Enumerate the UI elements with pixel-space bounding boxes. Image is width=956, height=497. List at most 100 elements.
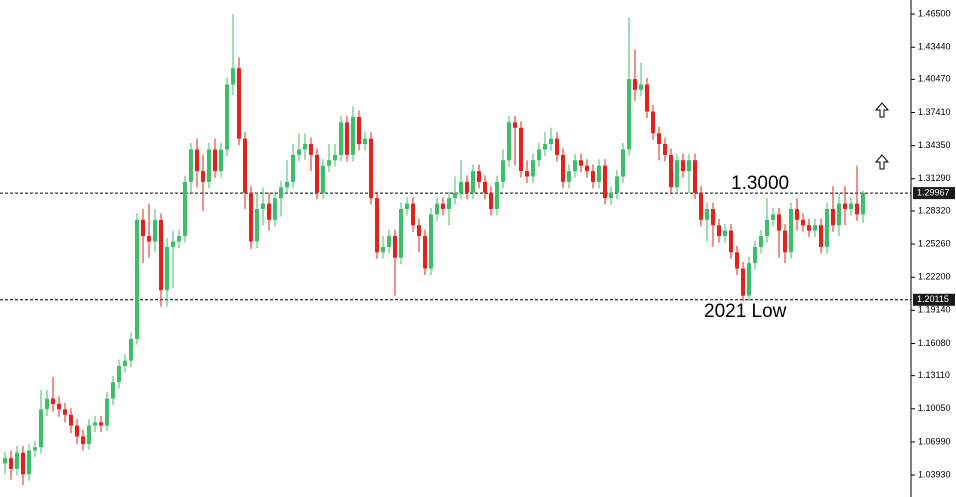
candle-body bbox=[375, 198, 379, 253]
arrow-icon bbox=[874, 154, 890, 170]
candle-body bbox=[15, 452, 19, 469]
candle-body bbox=[417, 225, 421, 237]
candle-body bbox=[141, 219, 145, 237]
candle-body bbox=[117, 366, 121, 383]
candle-body bbox=[21, 452, 25, 475]
candle-body bbox=[351, 116, 355, 155]
candle-body bbox=[165, 246, 169, 291]
level-box bbox=[913, 293, 955, 306]
candle-body bbox=[705, 208, 709, 220]
candle-body bbox=[315, 154, 319, 193]
y-tick-label: 1.31290 bbox=[918, 173, 951, 183]
candle-body bbox=[513, 122, 517, 128]
y-tick-label: 1.46500 bbox=[918, 8, 951, 18]
candle-body bbox=[249, 192, 253, 242]
candle-body bbox=[75, 425, 79, 437]
candle-body bbox=[819, 225, 823, 247]
candle-body bbox=[435, 203, 439, 215]
candle-body bbox=[633, 79, 637, 90]
y-tick-label: 1.10050 bbox=[918, 403, 951, 413]
candle-body bbox=[627, 79, 631, 150]
candle-body bbox=[591, 171, 595, 182]
candle-body bbox=[723, 230, 727, 237]
candle-body bbox=[153, 219, 157, 242]
candle-body bbox=[57, 403, 61, 410]
y-tick-label: 1.40470 bbox=[918, 74, 951, 84]
candle-body bbox=[93, 422, 97, 426]
candle-body bbox=[561, 154, 565, 182]
candle-body bbox=[327, 160, 331, 166]
candle-body bbox=[783, 230, 787, 253]
candle-body bbox=[405, 203, 409, 209]
level-label: 1.20115 bbox=[917, 294, 949, 304]
candle-body bbox=[735, 252, 739, 269]
candle-body bbox=[225, 84, 229, 150]
candle-body bbox=[471, 171, 475, 193]
candle-body bbox=[399, 208, 403, 258]
level-label: 1.29967 bbox=[917, 187, 950, 197]
candle-body bbox=[39, 409, 43, 448]
candle-body bbox=[423, 236, 427, 269]
candle-body bbox=[675, 160, 679, 188]
candle-body bbox=[789, 208, 793, 253]
candle-body bbox=[663, 144, 667, 155]
candle-body bbox=[207, 149, 211, 182]
candle-body bbox=[465, 181, 469, 193]
y-tick-label: 1.43440 bbox=[918, 42, 951, 52]
candle-body bbox=[291, 154, 295, 182]
candle-body bbox=[693, 160, 697, 193]
candle-body bbox=[531, 160, 535, 177]
candle-body bbox=[597, 165, 601, 182]
candle-body bbox=[369, 138, 373, 199]
candle-body bbox=[111, 382, 115, 399]
y-tick-label: 1.37410 bbox=[918, 107, 951, 117]
candle-body bbox=[861, 193, 865, 215]
candle-body bbox=[711, 208, 715, 226]
candle-body bbox=[573, 160, 577, 172]
candle-body bbox=[501, 160, 505, 182]
candle-body bbox=[645, 84, 649, 112]
candle-body bbox=[81, 436, 85, 444]
level-box bbox=[913, 187, 955, 200]
candle-body bbox=[567, 171, 571, 182]
candle-body bbox=[171, 241, 175, 247]
candle-body bbox=[807, 225, 811, 231]
y-tick-label: 1.28320 bbox=[918, 205, 951, 215]
candle-body bbox=[363, 138, 367, 145]
candle-body bbox=[279, 187, 283, 199]
candle-body bbox=[303, 144, 307, 150]
candle-body bbox=[609, 192, 613, 199]
candle-body bbox=[615, 176, 619, 193]
candle-body bbox=[297, 149, 301, 155]
candle-body bbox=[33, 447, 37, 451]
candle-body bbox=[219, 149, 223, 172]
candle-body bbox=[579, 160, 583, 166]
candle-body bbox=[453, 192, 457, 199]
candle-body bbox=[285, 181, 289, 188]
candle-body bbox=[717, 225, 721, 237]
candle-body bbox=[825, 208, 829, 247]
candle-body bbox=[855, 203, 859, 215]
candle-body bbox=[63, 409, 67, 415]
candle-body bbox=[585, 165, 589, 172]
candle-body bbox=[387, 236, 391, 247]
candle-body bbox=[231, 68, 235, 85]
candle-body bbox=[837, 203, 841, 226]
candle-body bbox=[537, 149, 541, 161]
candle-body bbox=[765, 219, 769, 237]
candle-body bbox=[147, 236, 151, 242]
y-tick-label: 1.16080 bbox=[918, 338, 951, 348]
candle-body bbox=[507, 122, 511, 161]
candle-body bbox=[699, 192, 703, 220]
candle-body bbox=[621, 149, 625, 177]
candle-body bbox=[87, 425, 91, 444]
candle-body bbox=[123, 360, 127, 367]
y-tick-label: 1.34350 bbox=[918, 140, 951, 150]
candle-body bbox=[9, 458, 13, 469]
candle-body bbox=[729, 230, 733, 253]
candle-body bbox=[525, 171, 529, 177]
candle-body bbox=[651, 111, 655, 134]
candle-body bbox=[843, 203, 847, 209]
candle-body bbox=[381, 246, 385, 253]
candle-body bbox=[183, 181, 187, 237]
